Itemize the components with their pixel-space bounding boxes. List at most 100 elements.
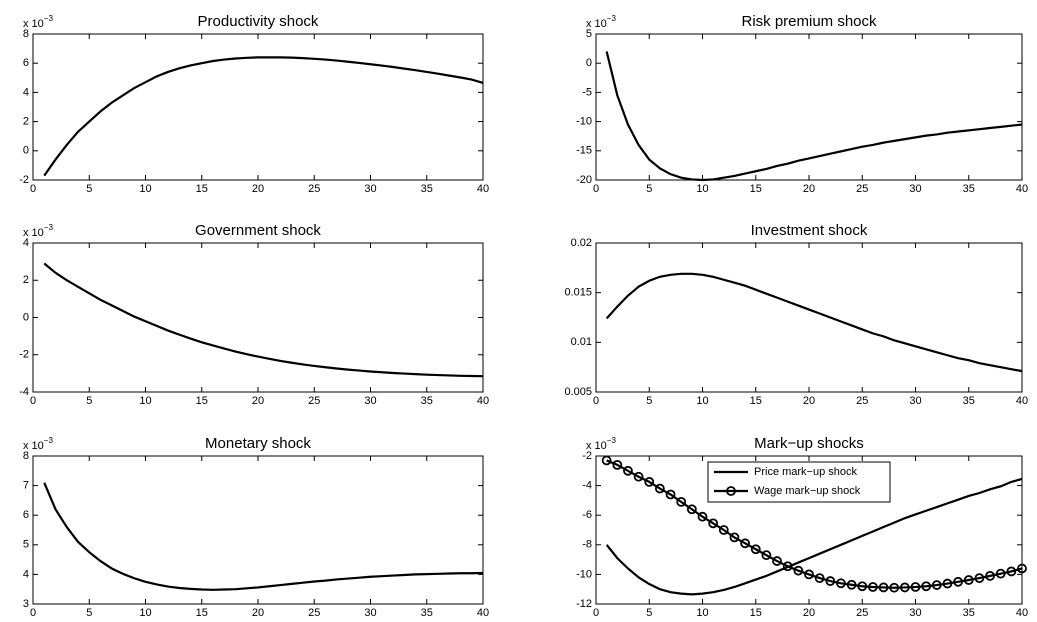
y-tick-label: 6 xyxy=(23,57,29,69)
y-multiplier-base: x 10 xyxy=(586,440,607,452)
x-tick-label: 25 xyxy=(856,183,868,195)
y-tick-label: -10 xyxy=(576,568,592,580)
chart-title: Productivity shock xyxy=(198,13,319,30)
data-marker xyxy=(718,525,729,535)
x-tick-label: 5 xyxy=(86,607,92,619)
data-marker xyxy=(623,465,633,476)
data-marker xyxy=(782,561,793,572)
x-tick-label: 10 xyxy=(696,183,708,195)
y-multiplier-base: x 10 xyxy=(586,18,607,30)
chart-title: Monetary shock xyxy=(205,435,311,452)
axes-box xyxy=(32,33,484,181)
data-marker xyxy=(708,518,719,529)
data-line xyxy=(605,51,1023,182)
y-tick-label: 4 xyxy=(23,86,29,98)
data-marker xyxy=(846,579,857,590)
x-tick-label: 35 xyxy=(963,607,975,619)
y-tick-label: -10 xyxy=(576,116,592,128)
x-tick-label: 40 xyxy=(1016,607,1028,619)
y-tick-label: 5 xyxy=(586,28,592,40)
legend-label: Wage mark−up shock xyxy=(754,485,861,497)
x-tick-label: 35 xyxy=(963,183,975,195)
data-marker xyxy=(601,455,612,466)
data-marker xyxy=(804,569,814,580)
x-tick-label: 5 xyxy=(86,395,92,407)
y-tick-label: -2 xyxy=(19,349,29,361)
y-tick-label: 0 xyxy=(23,145,29,157)
chart-title: Mark−up shocks xyxy=(754,435,864,452)
y-tick-label: 8 xyxy=(23,450,29,462)
data-marker xyxy=(814,573,825,583)
y-multiplier-exponent: −3 xyxy=(607,436,617,445)
x-tick-label: 15 xyxy=(750,183,762,195)
y-multiplier: x 10−3 xyxy=(23,436,53,452)
x-tick-label: 0 xyxy=(30,395,36,407)
chart-title: Government shock xyxy=(195,222,321,239)
y-tick-label: -8 xyxy=(582,539,592,551)
data-marker xyxy=(612,459,623,470)
y-tick-label: 7 xyxy=(23,480,29,492)
x-tick-label: 0 xyxy=(593,395,599,407)
chart-title: Investment shock xyxy=(751,222,868,239)
x-tick-label: 20 xyxy=(803,395,815,407)
x-tick-label: 20 xyxy=(252,395,264,407)
y-tick-label: -12 xyxy=(576,598,592,610)
x-tick-label: 20 xyxy=(252,607,264,619)
data-marker xyxy=(995,568,1006,579)
x-tick-label: 40 xyxy=(477,183,489,195)
y-multiplier: x 10−3 xyxy=(23,223,53,239)
data-marker xyxy=(899,582,910,593)
y-tick-label: 0.015 xyxy=(564,287,592,299)
data-marker xyxy=(655,483,665,494)
x-tick-label: 5 xyxy=(646,183,652,195)
x-tick-label: 40 xyxy=(477,395,489,407)
data-marker xyxy=(878,582,889,593)
y-multiplier-exponent: −3 xyxy=(607,14,617,23)
x-tick-label: 25 xyxy=(856,607,868,619)
data-line xyxy=(605,272,1023,373)
x-tick-label: 25 xyxy=(308,607,320,619)
axes-box xyxy=(32,242,484,393)
y-tick-label: -2 xyxy=(582,450,592,462)
x-tick-label: 25 xyxy=(856,395,868,407)
x-tick-label: 20 xyxy=(252,183,264,195)
data-marker xyxy=(633,471,644,482)
x-tick-label: 30 xyxy=(909,183,921,195)
x-tick-label: 40 xyxy=(477,607,489,619)
x-tick-label: 0 xyxy=(30,607,36,619)
x-tick-label: 20 xyxy=(803,183,815,195)
y-tick-label: -20 xyxy=(576,174,592,186)
x-tick-label: 0 xyxy=(593,183,599,195)
data-marker xyxy=(974,573,985,583)
y-multiplier-base: x 10 xyxy=(23,18,44,30)
y-tick-label: 0.005 xyxy=(564,386,592,398)
y-tick-label: 2 xyxy=(23,274,29,286)
y-tick-label: -5 xyxy=(582,86,592,98)
x-tick-label: 35 xyxy=(421,395,433,407)
x-tick-label: 10 xyxy=(139,607,151,619)
y-tick-label: 5 xyxy=(23,539,29,551)
y-multiplier: x 10−3 xyxy=(586,436,616,452)
x-tick-label: 5 xyxy=(86,183,92,195)
data-marker xyxy=(1006,566,1017,577)
y-tick-label: 3 xyxy=(23,598,29,610)
y-tick-label: 4 xyxy=(23,237,29,249)
data-marker xyxy=(953,576,963,587)
y-multiplier-base: x 10 xyxy=(23,440,44,452)
x-tick-label: 30 xyxy=(364,183,376,195)
data-marker xyxy=(921,581,932,592)
y-tick-label: 6 xyxy=(23,509,29,521)
x-tick-label: 35 xyxy=(421,183,433,195)
y-tick-label: 4 xyxy=(23,568,29,580)
x-tick-label: 15 xyxy=(196,607,208,619)
y-tick-label: -15 xyxy=(576,145,592,157)
x-tick-label: 20 xyxy=(803,607,815,619)
y-multiplier: x 10−3 xyxy=(23,14,53,30)
data-marker xyxy=(889,582,900,593)
x-tick-label: 10 xyxy=(139,395,151,407)
x-tick-label: 5 xyxy=(646,395,652,407)
chart-title: Risk premium shock xyxy=(741,13,877,30)
data-marker xyxy=(729,532,740,543)
data-marker xyxy=(750,544,761,555)
x-tick-label: 30 xyxy=(909,607,921,619)
